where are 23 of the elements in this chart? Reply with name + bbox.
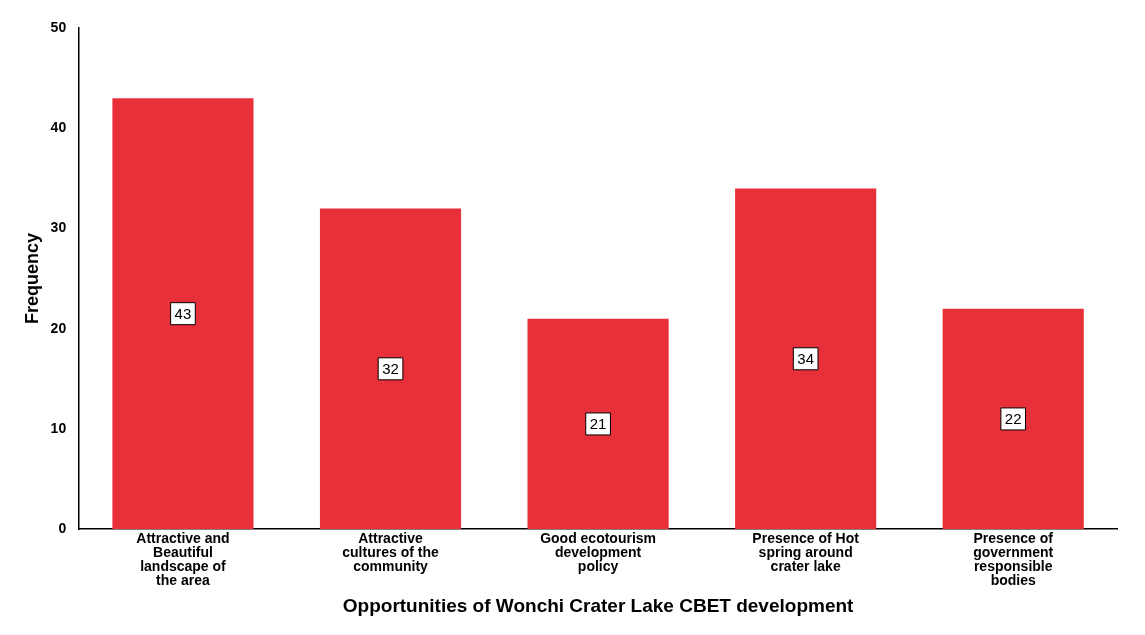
data-label: 21 — [589, 415, 607, 433]
x-tick-label: Good ecotourism development policy — [540, 530, 657, 575]
data-label: 34 — [797, 349, 814, 367]
y-tick-label: 0 — [58, 520, 67, 537]
x-axis-title: Opportunities of Wonchi Crater Lake CBET development — [342, 594, 855, 616]
bar — [735, 188, 877, 530]
bar — [112, 98, 254, 530]
x-tick-label: Presence of Hot spring around crater lake — [752, 530, 860, 575]
x-tick-label: Attractive cultures of the community — [342, 530, 439, 575]
bar — [942, 308, 1084, 530]
bar — [319, 208, 462, 530]
x-tick-label: Attractive and Beautiful landscape of the area — [136, 530, 230, 589]
data-label: 43 — [174, 304, 192, 322]
bar — [527, 318, 669, 530]
y-axis-title: Frequency — [21, 233, 42, 325]
y-tick-label: 20 — [50, 319, 67, 336]
data-label: 32 — [382, 359, 399, 377]
y-tick-label: 30 — [50, 219, 67, 236]
x-tick-label: Presence of government responsible bodies — [973, 530, 1054, 589]
data-label: 22 — [1004, 410, 1022, 428]
y-tick-label: 40 — [50, 119, 67, 136]
y-tick-label: 10 — [50, 419, 67, 436]
y-tick-label: 50 — [50, 18, 67, 35]
